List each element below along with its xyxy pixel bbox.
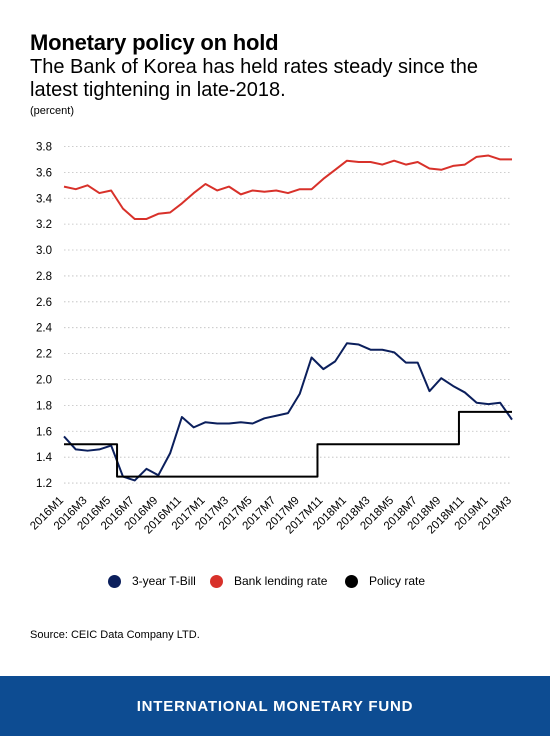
y-tick-label: 1.6: [36, 426, 52, 438]
y-tick-label: 3.2: [36, 219, 52, 231]
chart-title: Monetary policy on hold: [30, 30, 279, 55]
y-tick-label: 3.4: [36, 193, 53, 205]
series-line-tbill: [63, 342, 513, 482]
legend-label-policy: Policy rate: [369, 574, 426, 588]
y-tick-label: 2.2: [36, 349, 52, 361]
y-tick-label: 2.4: [36, 323, 53, 335]
y-tick-label: 3.8: [36, 141, 52, 153]
legend-item-lending: Bank lending rate: [210, 574, 327, 588]
footer-org-name: INTERNATIONAL MONETARY FUND: [136, 697, 414, 715]
legend-marker-tbill: [108, 574, 121, 588]
y-tick-label: 1.4: [36, 452, 53, 464]
legend-label-lending: Bank lending rate: [234, 574, 328, 588]
y-tick-label: 1.2: [36, 478, 52, 490]
series-line-policy: [64, 410, 512, 478]
unit-label: (percent): [30, 105, 75, 117]
chart-subtitle: The Bank of Korea has held rates steady …: [30, 56, 479, 101]
footer-bar: INTERNATIONAL MONETARY FUND: [0, 676, 550, 736]
y-tick-label: 2.6: [36, 297, 52, 309]
legend-label-tbill: 3-year T-Bill: [132, 574, 196, 588]
y-tick-label: 2.0: [36, 374, 52, 386]
y-tick-label: 3.6: [36, 167, 52, 179]
y-tick-label: 2.8: [36, 271, 52, 283]
legend-item-tbill: 3-year T-Bill: [108, 574, 196, 588]
legend: 3-year T-Bill Bank lending rate Policy r…: [0, 574, 550, 594]
legend-marker-policy: [345, 574, 358, 588]
legend-marker-lending: [210, 574, 223, 588]
series-line-lending: [63, 154, 512, 220]
legend-item-policy: Policy rate: [345, 574, 425, 588]
source-note: Source: CEIC Data Company LTD.: [30, 629, 200, 641]
y-tick-label: 1.8: [36, 400, 52, 412]
line-chart: 1.2 1.4 1.6 1.8 2.0 2.2 2.4 2.6 2.8 3.0 3.2 3.4 3.6 3…: [28, 141, 514, 536]
y-tick-label: 3.0: [36, 245, 52, 257]
